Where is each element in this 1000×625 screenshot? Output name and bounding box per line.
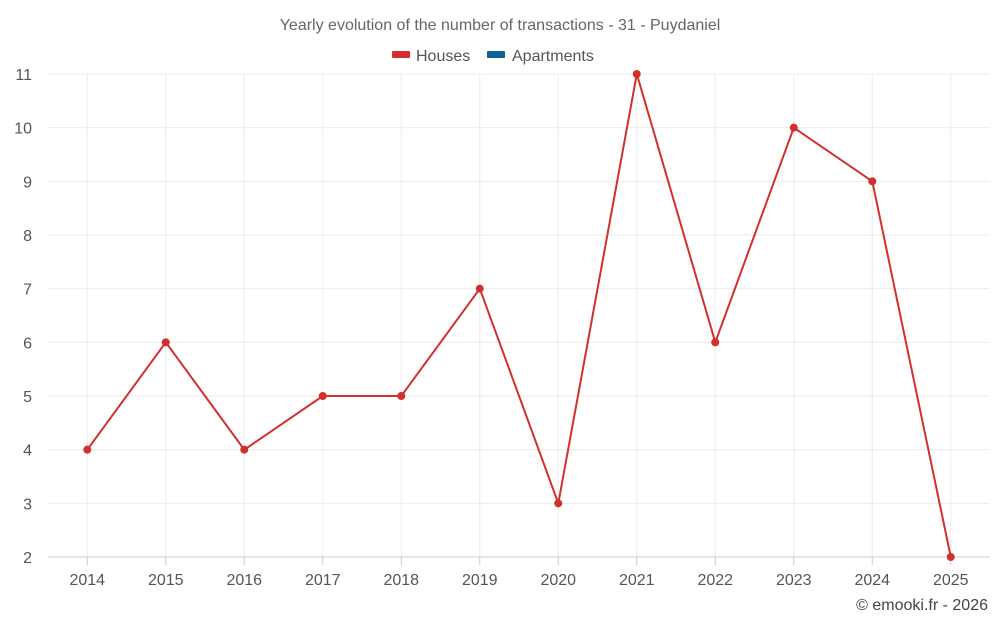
x-tick-label: 2017 bbox=[305, 572, 341, 589]
x-axis-tick-labels: 2014 2015 2016 2017 2018 2019 2020 2021 2022 2023… bbox=[69, 572, 968, 589]
x-tick-label: 2015 bbox=[148, 572, 184, 589]
y-tick-label: 8 bbox=[23, 228, 32, 245]
data-point-houses-2019[interactable] bbox=[475, 284, 484, 293]
data-point-houses-2021[interactable] bbox=[632, 70, 641, 78]
x-tick-label: 2023 bbox=[776, 572, 812, 589]
y-tick-label: 4 bbox=[23, 443, 32, 460]
data-point-houses-2024[interactable] bbox=[868, 177, 877, 186]
x-tick-label: 2018 bbox=[383, 572, 419, 589]
legend-swatch-houses[interactable] bbox=[392, 51, 410, 58]
data-point-houses-2025[interactable] bbox=[946, 553, 955, 561]
x-tick-label: 2025 bbox=[933, 572, 969, 589]
data-point-houses-2017[interactable] bbox=[318, 392, 327, 400]
chart-title: Yearly evolution of the number of transa… bbox=[280, 17, 721, 34]
data-point-houses-2022[interactable] bbox=[711, 338, 720, 347]
series-line-houses bbox=[86, 73, 952, 558]
y-tick-label: 11 bbox=[15, 67, 32, 84]
y-tick-label: 3 bbox=[23, 496, 32, 513]
legend-label-houses[interactable]: Houses bbox=[416, 48, 470, 65]
y-tick-label: 9 bbox=[23, 174, 32, 191]
x-tick-label: 2022 bbox=[697, 572, 733, 589]
y-tick-label: 6 bbox=[23, 335, 32, 352]
y-tick-label: 10 bbox=[14, 121, 32, 138]
grid bbox=[48, 73, 990, 557]
legend-swatch-apartments[interactable] bbox=[487, 51, 505, 58]
data-point-houses-2015[interactable] bbox=[161, 338, 170, 347]
y-tick-label: 5 bbox=[23, 389, 32, 406]
axes bbox=[48, 556, 990, 565]
y-tick-label: 7 bbox=[23, 282, 32, 299]
legend: Houses Apartments bbox=[392, 48, 594, 65]
credit-text: © emooki.fr - 2026 bbox=[856, 597, 988, 614]
x-tick-label: 2020 bbox=[540, 572, 576, 589]
x-tick-label: 2014 bbox=[69, 572, 105, 589]
y-axis-tick-labels: 2 3 4 5 6 7 8 9 10 11 bbox=[14, 67, 32, 567]
data-point-houses-2014[interactable] bbox=[83, 445, 92, 454]
x-tick-label: 2021 bbox=[619, 572, 655, 589]
series-group bbox=[83, 70, 955, 561]
x-tick-label: 2024 bbox=[854, 572, 890, 589]
data-point-houses-2023[interactable] bbox=[789, 123, 798, 132]
legend-label-apartments[interactable]: Apartments bbox=[512, 48, 594, 65]
data-point-houses-2016[interactable] bbox=[240, 445, 249, 454]
data-point-houses-2020[interactable] bbox=[554, 499, 563, 508]
x-tick-label: 2019 bbox=[462, 572, 498, 589]
y-tick-label: 2 bbox=[23, 550, 32, 567]
x-tick-label: 2016 bbox=[226, 572, 262, 589]
data-point-houses-2018[interactable] bbox=[397, 392, 406, 400]
